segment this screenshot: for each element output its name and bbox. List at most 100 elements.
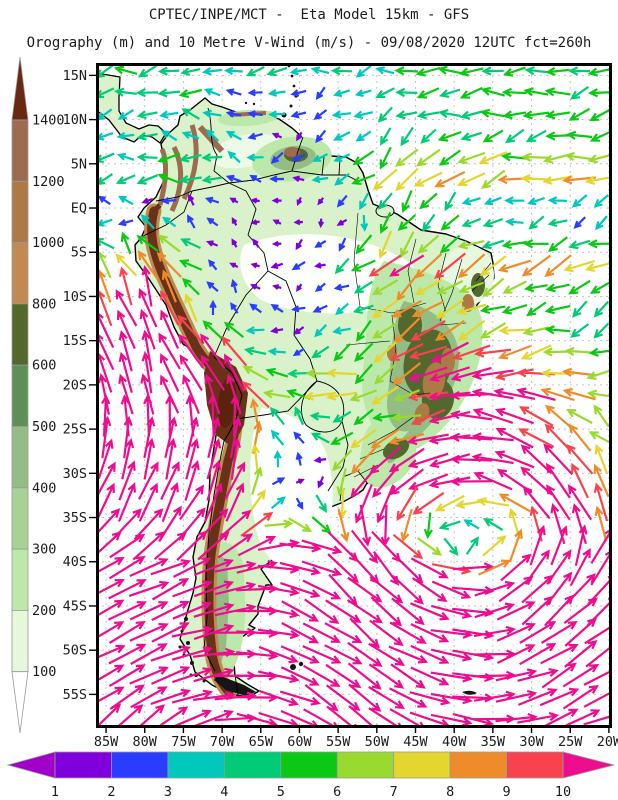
wind-arrow [164, 416, 178, 458]
wind-arrow [498, 493, 531, 513]
wind-arrow [583, 687, 612, 708]
wind-arrow [444, 191, 457, 212]
lat-label: EQ [71, 201, 87, 217]
wind-arrow [185, 438, 200, 480]
wind-arrow [505, 128, 525, 144]
wind-arrow [439, 234, 461, 254]
wind-arrow [526, 301, 547, 317]
wind-arrow [311, 175, 329, 184]
wind-arrow [479, 108, 506, 118]
wind-arrow [571, 503, 587, 545]
wind-arrow [422, 213, 436, 232]
orography-segment [11, 119, 29, 182]
wind-arrow [96, 578, 125, 596]
wind-arrow [230, 278, 238, 294]
wind-arrow [223, 66, 243, 76]
wind-arrow [247, 110, 263, 118]
wind-arrow [483, 196, 502, 206]
wind-arrow [314, 240, 327, 248]
wind-arrow [338, 237, 347, 252]
wind-arrow [519, 642, 557, 666]
wind-arrow [158, 332, 181, 370]
wind-arrow [293, 326, 305, 335]
wind-arrow [96, 599, 125, 618]
lat-label: 5N [71, 156, 87, 172]
page-subtitle: Orography (m) and 10 Metre V-Wind (m/s) … [26, 35, 592, 51]
orography-scale-label: 100 [32, 664, 56, 680]
wind-arrow [133, 508, 164, 541]
wind-arrow [291, 260, 306, 271]
wind-arrow [280, 666, 320, 686]
wind-arrow [187, 193, 195, 206]
wind-arrow [406, 433, 449, 446]
lat-label: 25S [63, 422, 87, 438]
wind-arrow [310, 66, 330, 75]
wind-speed-segment [393, 751, 451, 779]
wind-arrow [544, 87, 571, 97]
wind-arrow [408, 366, 448, 382]
wind-arrow [141, 329, 153, 372]
wind-arrow [565, 130, 593, 140]
wind-arrow [117, 108, 134, 120]
wind-arrow [540, 387, 575, 402]
wind-arrow [162, 216, 177, 228]
wind-arrow [495, 690, 538, 703]
orography-scale-label: 1000 [32, 235, 65, 251]
wind-arrow [456, 303, 487, 316]
wind-arrow [157, 173, 181, 184]
wind-arrow [96, 482, 115, 522]
wind-arrow [250, 197, 260, 204]
wind-arrow [350, 529, 379, 564]
wind-arrow [521, 152, 551, 162]
wind-arrow [151, 578, 190, 601]
wind-arrow [544, 304, 571, 315]
wind-arrow [409, 691, 451, 706]
orography-scale-label: 200 [32, 603, 56, 619]
wind-arrow [270, 429, 285, 446]
wind-arrow [396, 273, 418, 302]
terrain-layer [96, 64, 495, 700]
wind-arrow [566, 409, 593, 424]
wind-arrow [225, 482, 245, 522]
orography-segment [11, 364, 29, 427]
wind-arrow [449, 454, 493, 464]
wind-arrow [193, 602, 235, 618]
wind-arrow [265, 367, 289, 378]
lon-label: 65W [249, 734, 274, 750]
wind-arrow [292, 175, 305, 183]
wind-arrow [171, 625, 214, 638]
wind-arrow [109, 533, 146, 559]
wind-arrow [410, 623, 450, 643]
wind-arrow [420, 128, 437, 144]
wind-arrow [113, 65, 138, 75]
wind-arrow [497, 259, 532, 273]
wind-arrow [463, 519, 480, 530]
orography-segment [11, 303, 29, 366]
wind-arrow [281, 600, 320, 622]
lon-label: 55W [326, 734, 351, 750]
wind-arrow [481, 66, 504, 76]
wind-arrow [521, 574, 554, 604]
wind-arrow [495, 668, 538, 682]
wind-arrow [304, 598, 340, 625]
wind-arrow [206, 281, 219, 293]
wind-arrow [430, 648, 473, 662]
wind-arrow [204, 373, 221, 415]
wind-arrow [517, 688, 558, 706]
wind-arrow [229, 197, 239, 204]
wind-arrow [370, 596, 403, 627]
wind-arrow [395, 87, 418, 98]
wind-arrow [479, 255, 507, 277]
wind-arrow [564, 151, 594, 162]
wind-arrow [129, 623, 169, 642]
wind-arrow [143, 416, 156, 459]
wind-arrow [302, 645, 342, 664]
wind-arrow [349, 389, 378, 402]
wind-arrow [129, 601, 169, 621]
wind-arrow [179, 484, 205, 521]
wind-arrow [354, 342, 374, 362]
wind-arrow [245, 326, 265, 335]
wind-arrow [354, 484, 373, 524]
wind-arrow [545, 462, 571, 499]
wind-arrow [375, 87, 395, 99]
